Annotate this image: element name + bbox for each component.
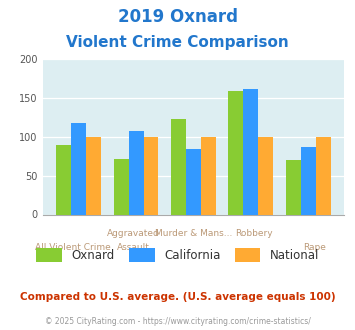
Text: Assault: Assault (117, 243, 149, 251)
Legend: Oxnard, California, National: Oxnard, California, National (31, 243, 324, 266)
Bar (71, 123, 86, 214)
Bar (286, 160, 301, 214)
Text: All Violent Crime: All Violent Crime (35, 243, 111, 251)
Bar (316, 137, 331, 214)
Bar (171, 119, 186, 214)
Text: Aggravated: Aggravated (107, 229, 159, 238)
Bar (186, 148, 201, 214)
Bar (244, 89, 258, 214)
Bar (201, 137, 216, 214)
Bar (86, 137, 101, 214)
Bar (129, 131, 143, 214)
Bar (143, 137, 158, 214)
Bar (114, 159, 129, 214)
Text: Compared to U.S. average. (U.S. average equals 100): Compared to U.S. average. (U.S. average … (20, 292, 335, 302)
Text: Murder & Mans...: Murder & Mans... (155, 229, 232, 238)
Bar (258, 137, 273, 214)
Text: Violent Crime Comparison: Violent Crime Comparison (66, 35, 289, 50)
Bar (229, 91, 244, 214)
Text: Rape: Rape (303, 243, 326, 251)
Bar (301, 147, 316, 214)
Text: © 2025 CityRating.com - https://www.cityrating.com/crime-statistics/: © 2025 CityRating.com - https://www.city… (45, 317, 310, 326)
Text: Robbery: Robbery (235, 229, 273, 238)
Text: 2019 Oxnard: 2019 Oxnard (118, 8, 237, 26)
Bar (56, 145, 71, 214)
